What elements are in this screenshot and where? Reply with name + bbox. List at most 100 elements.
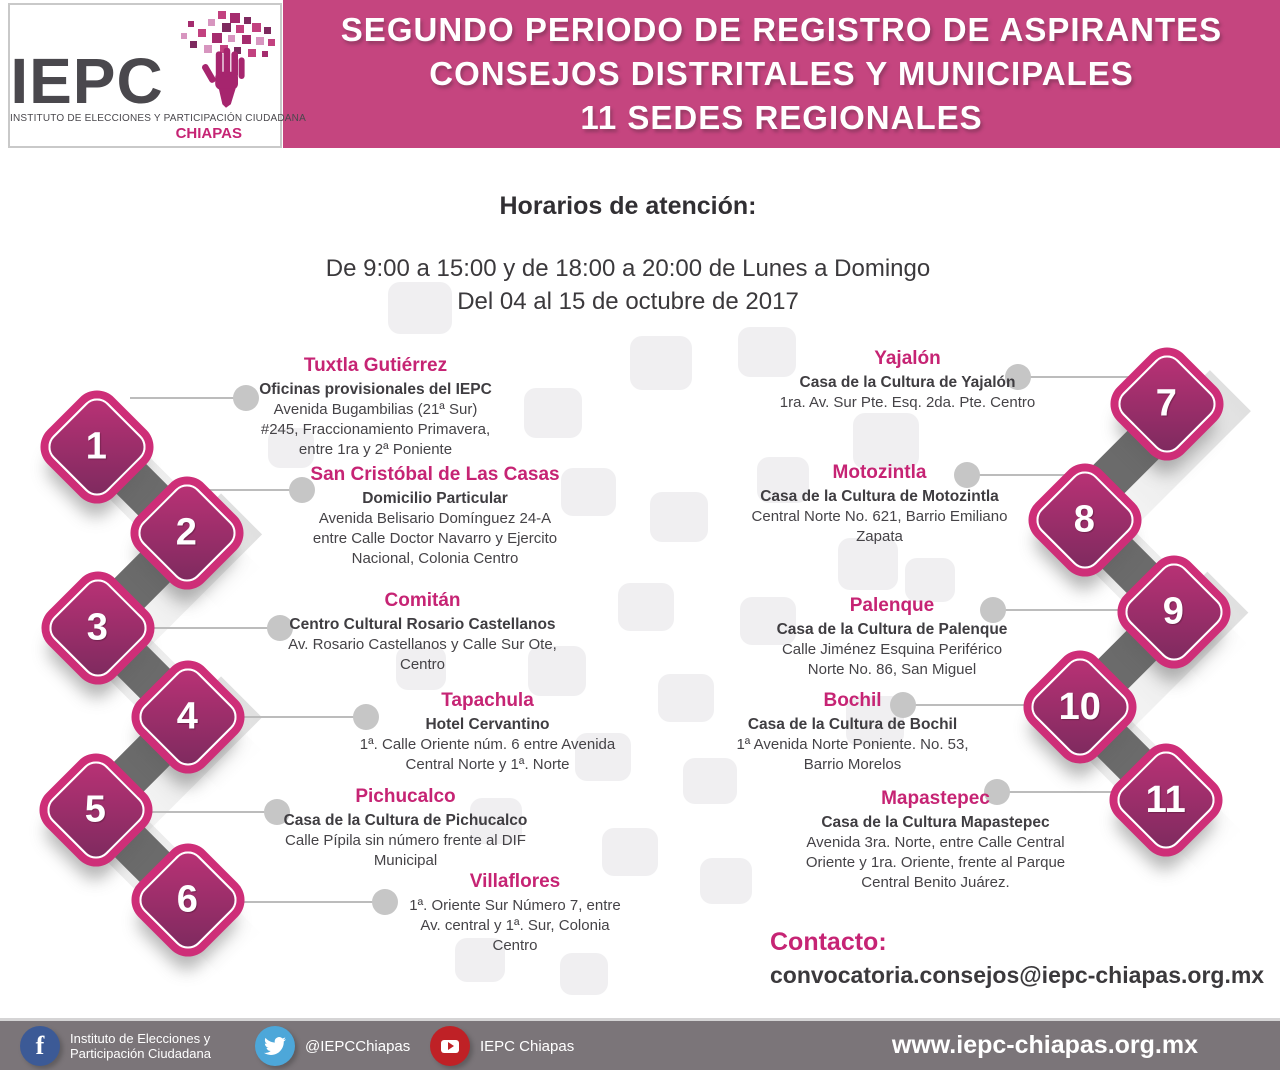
- schedule-heading: Horarios de atención:: [499, 192, 757, 220]
- pixel-hand-logo-icon: [180, 11, 275, 108]
- twitter-social-item: @IEPCChiapas: [255, 1026, 410, 1066]
- connector-line: [1022, 376, 1145, 378]
- location-venue: Casa de la Cultura de Bochil: [747, 716, 958, 733]
- mosaic-tile: [618, 583, 674, 631]
- mosaic-tile: [658, 674, 714, 722]
- location-venue: Casa de la Cultura de Motozintla: [760, 488, 999, 505]
- youtube-label: IEPC Chiapas: [480, 1037, 575, 1055]
- location-card-palenque: Palenque Casa de la Cultura de Palenque …: [752, 595, 1032, 680]
- location-address: Avenida Belisario Domínguez 24-A entre C…: [312, 510, 558, 567]
- connector-dot: [264, 799, 290, 825]
- badge-number: 6: [177, 878, 199, 921]
- connector-line: [210, 901, 381, 903]
- location-address: Av. Rosario Castellanos y Calle Sur Ote,…: [288, 636, 557, 673]
- connector-dot: [954, 462, 980, 488]
- connector-dot: [1005, 364, 1031, 390]
- location-city: Bochil: [823, 690, 882, 711]
- location-city: Mapastepec: [881, 788, 990, 809]
- location-address: Central Norte No. 621, Barrio Emiliano Z…: [751, 508, 1008, 545]
- badge-number: 3: [87, 606, 109, 649]
- connector-line: [1001, 791, 1140, 793]
- location-address: 1ª. Oriente Sur Número 7, entre Av. cent…: [409, 897, 621, 954]
- facebook-icon: f: [20, 1026, 60, 1066]
- connector-line: [210, 716, 362, 718]
- location-city: San Cristóbal de Las Casas: [310, 464, 560, 485]
- location-card-bochil: Bochil Casa de la Cultura de Bochil 1ª A…: [710, 690, 995, 775]
- mosaic-tile: [650, 492, 708, 542]
- connector-dot: [890, 692, 916, 718]
- logo-acronym: IEPC: [10, 44, 164, 117]
- location-address: Calle Jiménez Esquina Periférico Norte N…: [781, 641, 1003, 678]
- title-banner: SEGUNDO PERIODO DE REGISTRO DE ASPIRANTE…: [283, 0, 1280, 148]
- location-address: 1ª. Calle Oriente núm. 6 entre Avenida C…: [359, 736, 616, 773]
- mosaic-tile: [388, 282, 452, 334]
- location-venue: Oficinas provisionales del IEPC: [259, 381, 492, 398]
- mosaic-tile: [740, 597, 796, 645]
- connector-line: [997, 609, 1150, 611]
- connector-dot: [372, 889, 398, 915]
- location-card-mapastepec: Mapastepec Casa de la Cultura Mapastepec…: [788, 788, 1083, 893]
- banner-line-2: CONSEJOS DISTRITALES Y MUNICIPALES: [429, 55, 1134, 92]
- connector-dot: [233, 385, 259, 411]
- connector-dot: [289, 477, 315, 503]
- footer-bar: f Instituto de Elecciones y Participació…: [0, 1018, 1280, 1070]
- badge-number: 8: [1074, 498, 1096, 541]
- mosaic-tile: [630, 336, 692, 390]
- mosaic-tile: [575, 733, 631, 781]
- logo-institute-name: INSTITUTO DE ELECCIONES Y PARTICIPACIÓN …: [10, 113, 306, 124]
- twitter-icon: [255, 1026, 295, 1066]
- location-card-villaflores: Villaflores 1ª. Oriente Sur Número 7, en…: [375, 871, 655, 956]
- mosaic-tile: [838, 538, 898, 590]
- location-card-tuxtla-gutierrez: Tuxtla Gutiérrez Oficinas provisionales …: [243, 355, 508, 460]
- location-city: Palenque: [849, 595, 935, 616]
- schedule-hours: De 9:00 a 15:00 y de 18:00 a 20:00 de Lu…: [325, 255, 931, 315]
- mosaic-tile: [738, 327, 796, 377]
- location-card-pichucalco: Pichucalco Casa de la Cultura de Pichuca…: [263, 786, 548, 871]
- location-city: Tapachula: [441, 690, 534, 711]
- location-address: Calle Pípila sin número frente al DIF Mu…: [285, 832, 526, 869]
- iepc-logo: IEPC: [8, 3, 306, 148]
- location-venue: Casa de la Cultura de Pichucalco: [283, 812, 528, 829]
- connector-line: [120, 811, 273, 813]
- location-city: Villaflores: [469, 871, 561, 892]
- badge-number: 2: [176, 511, 198, 554]
- location-city: Comitán: [384, 590, 461, 611]
- connector-line: [971, 474, 1090, 476]
- connector-dot: [353, 704, 379, 730]
- banner-line-1: SEGUNDO PERIODO DE REGISTRO DE ASPIRANTE…: [340, 11, 1223, 48]
- mosaic-tile: [683, 758, 737, 804]
- location-venue: Domicilio Particular: [362, 490, 508, 507]
- connector-line: [200, 489, 300, 491]
- youtube-social-item: IEPC Chiapas: [430, 1026, 574, 1066]
- location-card-san-cristobal: San Cristóbal de Las Casas Domicilio Par…: [295, 464, 575, 569]
- mosaic-tile: [602, 828, 658, 876]
- contact-email: convocatoria.consejos@iepc-chiapas.org.m…: [770, 962, 1265, 988]
- location-venue: Hotel Cervantino: [425, 716, 550, 733]
- badge-number: 1: [86, 425, 108, 468]
- youtube-icon: [430, 1026, 470, 1066]
- mosaic-tile: [560, 953, 608, 995]
- connector-dot: [980, 597, 1006, 623]
- mosaic-tile: [853, 413, 919, 469]
- connector-dot: [267, 615, 293, 641]
- location-card-comitan: Comitán Centro Cultural Rosario Castella…: [280, 590, 565, 675]
- location-address: Avenida 3ra. Norte, entre Calle Central …: [805, 834, 1066, 891]
- twitter-bird-icon: [264, 1037, 286, 1055]
- badge-number: 7: [1156, 382, 1178, 425]
- mosaic-tile: [455, 938, 505, 982]
- website-url: www.iepc-chiapas.org.mx: [891, 1031, 1198, 1059]
- badge-number: 4: [177, 695, 199, 738]
- badge-number: 9: [1163, 590, 1185, 633]
- mosaic-tile: [524, 388, 582, 438]
- badge-number: 5: [85, 788, 107, 831]
- mosaic-tile: [757, 457, 809, 503]
- mosaic-tile: [905, 558, 955, 602]
- connector-line: [120, 627, 276, 629]
- mosaic-tile: [396, 646, 446, 690]
- banner-line-3: 11 SEDES REGIONALES: [580, 99, 983, 136]
- mosaic-tile: [528, 646, 586, 696]
- location-venue: Casa de la Cultura de Yajalón: [799, 374, 1016, 391]
- logo-state-name: CHIAPAS: [175, 125, 242, 142]
- location-city: Yajalón: [874, 348, 941, 369]
